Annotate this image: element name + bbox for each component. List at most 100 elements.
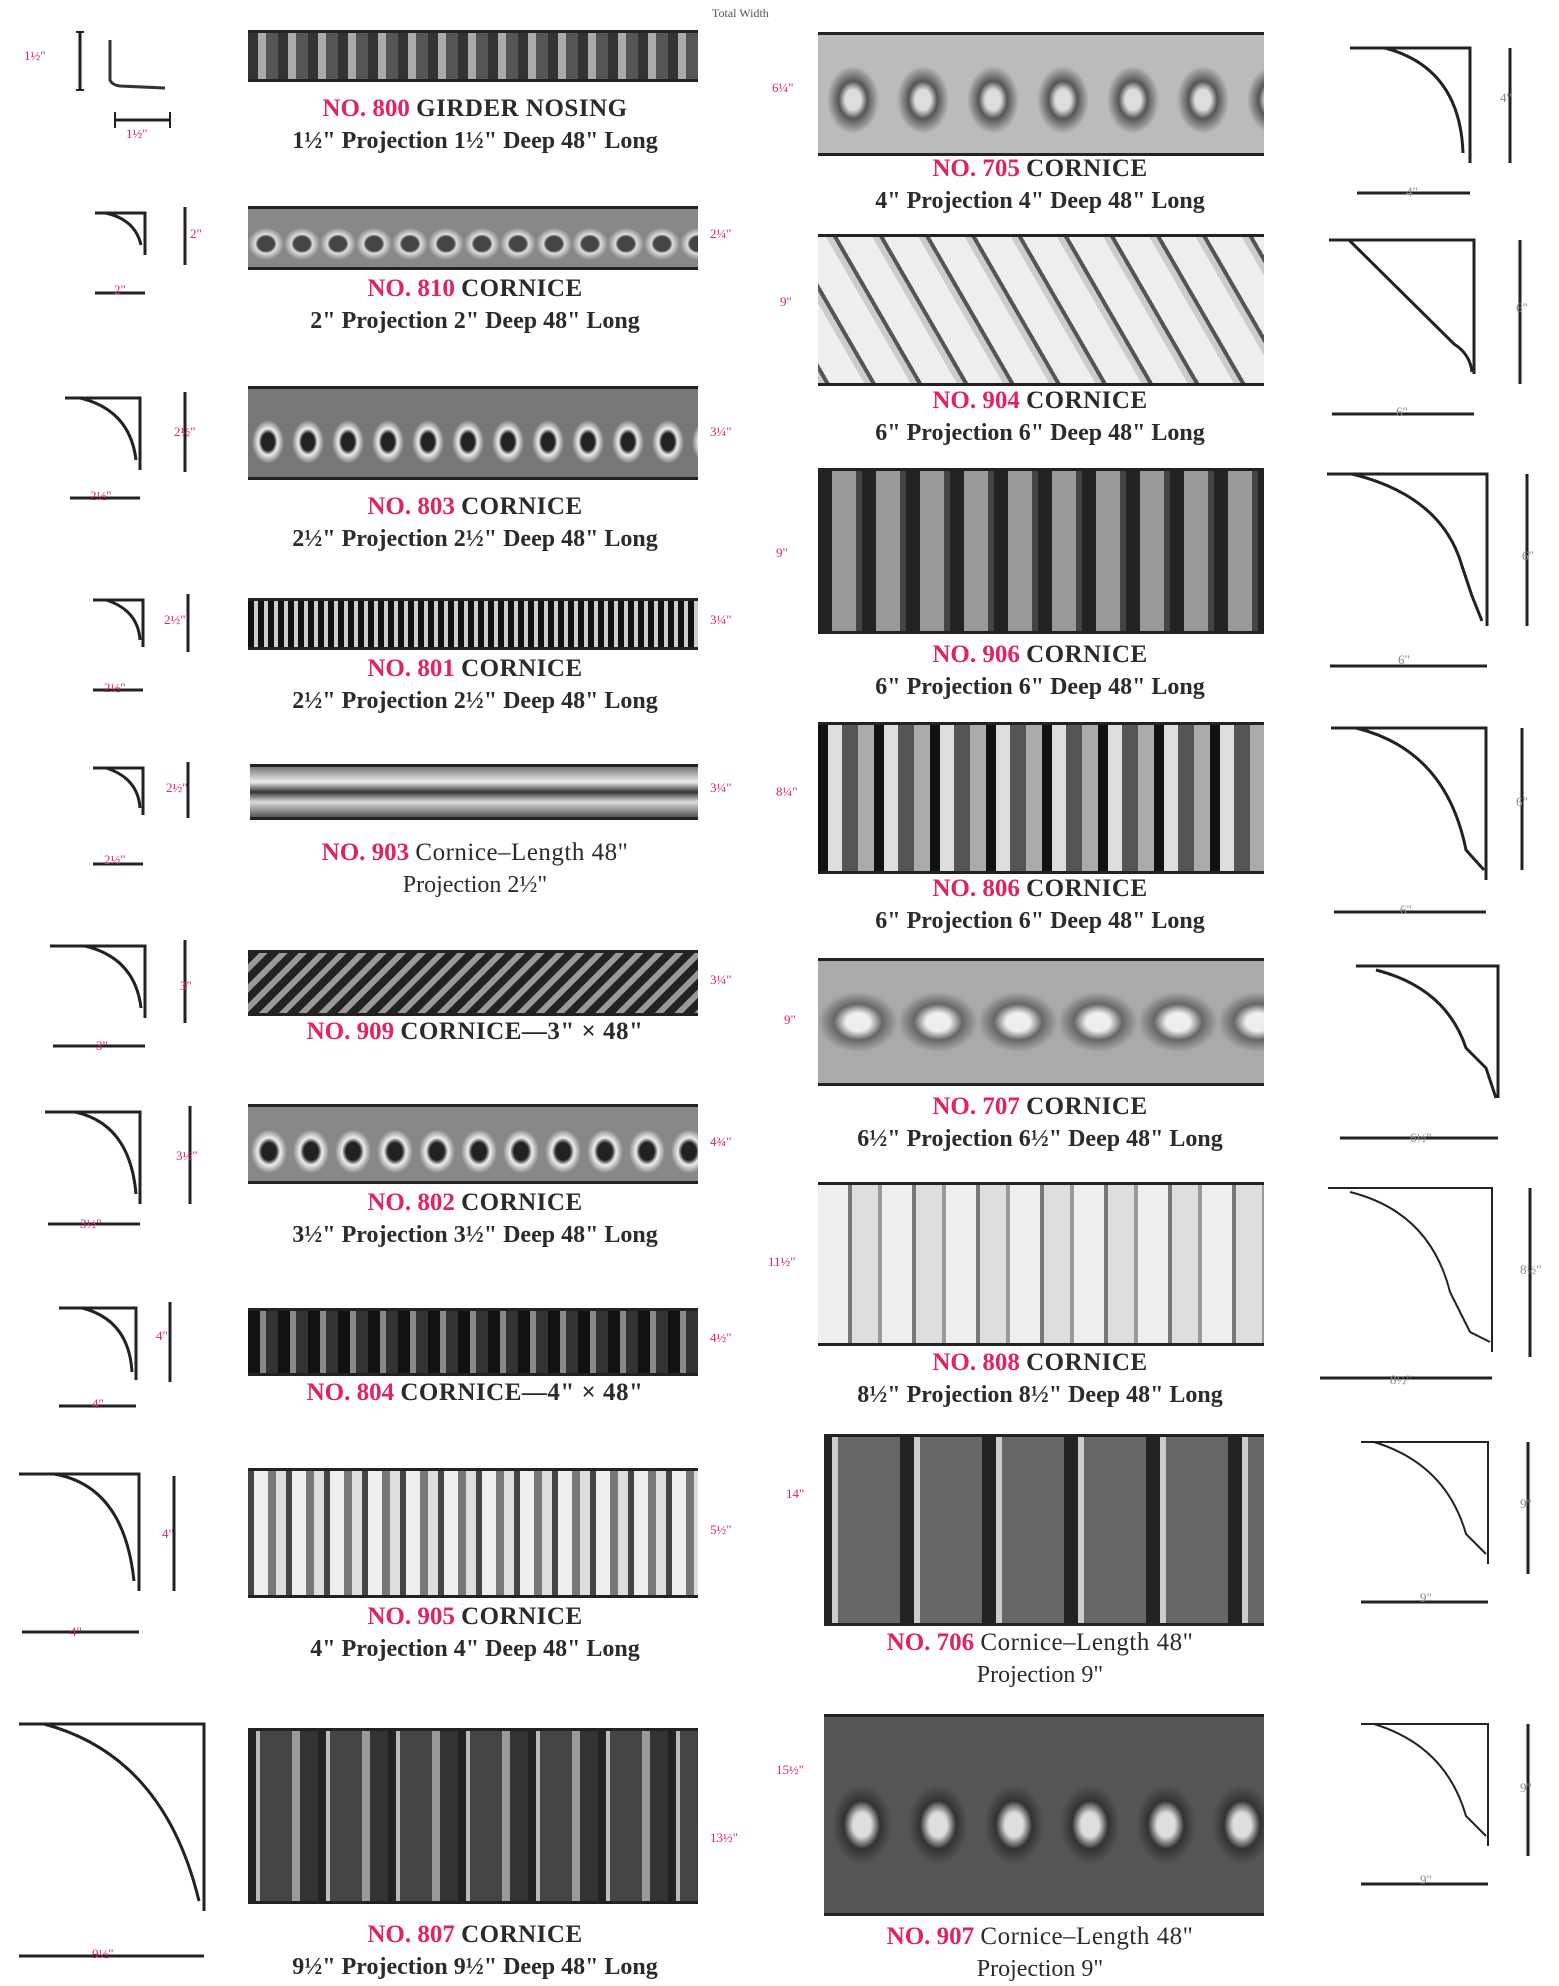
- profile-height-906: 6": [1522, 548, 1534, 563]
- total-width-label: Total Width: [712, 6, 769, 20]
- caption-801: NO. 801 CORNICE 2½" Projection 2½" Deep …: [230, 652, 720, 718]
- profile-height-803: 2½": [174, 424, 196, 439]
- item-number: NO. 807: [367, 1921, 455, 1948]
- strip-810: [248, 206, 698, 270]
- profile-height-806: 6": [1516, 794, 1528, 809]
- item-name: CORNICE: [1026, 1093, 1148, 1120]
- item-name: GIRDER NOSING: [416, 95, 628, 122]
- strip-707: [818, 958, 1264, 1086]
- strip-804: [248, 1308, 698, 1376]
- item-spec: 6" Projection 6" Deep 48" Long: [875, 674, 1205, 700]
- item-spec: 1½" Projection 1½" Deep 48" Long: [292, 128, 658, 154]
- profile-804-icon: [59, 1302, 172, 1408]
- item-spec: 3½" Projection 3½" Deep 48" Long: [292, 1222, 658, 1248]
- caption-903: NO. 903 Cornice–Length 48" Projection 2½…: [230, 836, 720, 902]
- caption-804: NO. 804 CORNICE—4" × 48": [230, 1376, 720, 1409]
- profile-height-909: 3": [180, 978, 192, 993]
- profile-width-903: 2½": [104, 852, 126, 867]
- item-spec: 9½" Projection 9½" Deep 48" Long: [292, 1954, 658, 1980]
- item-number: NO. 802: [367, 1189, 455, 1216]
- profile-height-801: 2½": [164, 612, 186, 627]
- strip-height-907: 15½": [776, 1762, 805, 1777]
- strip-height-804: 4½": [710, 1330, 732, 1345]
- strip-802: [248, 1104, 698, 1184]
- profile-width-801: 2½": [104, 680, 126, 695]
- profile-width-706: 9": [1420, 1590, 1432, 1605]
- strip-706: [824, 1434, 1264, 1626]
- caption-904: NO. 904 CORNICE 6" Projection 6" Deep 48…: [800, 384, 1280, 450]
- item-number: NO. 905: [367, 1603, 455, 1630]
- item-name: Cornice–Length 48": [980, 1923, 1194, 1950]
- profile-808-icon: [1320, 1187, 1532, 1380]
- item-number: NO. 903: [321, 839, 410, 866]
- profile-909-icon: [50, 940, 187, 1048]
- profile-width-802: 3½": [80, 1216, 102, 1231]
- caption-707: NO. 707 CORNICE 6½" Projection 6½" Deep …: [800, 1090, 1280, 1156]
- item-name: CORNICE: [461, 1921, 583, 1948]
- strip-height-803: 3¼": [710, 424, 732, 439]
- profile-806-icon: [1331, 726, 1524, 914]
- caption-800: NO. 800 GIRDER NOSING 1½" Projection 1½"…: [230, 92, 720, 158]
- profile-width-804: 4": [92, 1396, 104, 1411]
- item-spec: 6" Projection 6" Deep 48" Long: [875, 420, 1205, 446]
- caption-810: NO. 810 CORNICE 2" Projection 2" Deep 48…: [230, 272, 720, 338]
- caption-807: NO. 807 CORNICE 9½" Projection 9½" Deep …: [230, 1918, 720, 1984]
- profile-width-705: 4": [1406, 184, 1418, 199]
- item-number: NO. 909: [306, 1018, 395, 1045]
- item-spec: 4" Projection 4" Deep 48" Long: [310, 1636, 640, 1662]
- profile-907-icon: [1361, 1723, 1530, 1886]
- strip-height-905: 5½": [710, 1522, 732, 1537]
- item-number: NO. 906: [932, 641, 1020, 668]
- item-number: NO. 705: [932, 155, 1020, 182]
- profile-801-icon: [93, 594, 190, 692]
- profile-height-904: 6": [1516, 300, 1528, 315]
- profile-width-807: 9½": [92, 1946, 114, 1961]
- item-spec: 6½" Projection 6½" Deep 48" Long: [857, 1126, 1223, 1152]
- profile-807-icon: [19, 1722, 206, 1958]
- profile-802-icon: [45, 1106, 192, 1226]
- item-name: CORNICE: [461, 275, 583, 302]
- caption-802: NO. 802 CORNICE 3½" Projection 3½" Deep …: [230, 1186, 720, 1252]
- caption-907: NO. 907 Cornice–Length 48" Projection 9": [800, 1920, 1280, 1986]
- item-name: CORNICE: [1026, 1349, 1148, 1376]
- item-spec: Projection 2½": [402, 872, 548, 898]
- item-number: NO. 707: [932, 1093, 1020, 1120]
- item-name: CORNICE: [461, 1189, 583, 1216]
- profile-height-800: 1½": [24, 48, 46, 63]
- profile-height-810: 2": [190, 226, 202, 241]
- item-number: NO. 801: [367, 655, 455, 682]
- profile-width-808: 8½": [1390, 1372, 1412, 1387]
- profile-width-909: 3": [96, 1038, 108, 1053]
- profile-height-705: 4": [1500, 90, 1512, 105]
- strip-905: [248, 1468, 698, 1598]
- profile-height-706: 9": [1520, 1496, 1532, 1511]
- item-number: NO. 907: [886, 1923, 975, 1950]
- strip-909: [248, 950, 698, 1016]
- item-name: CORNICE: [1026, 875, 1148, 902]
- item-name: CORNICE: [461, 655, 583, 682]
- item-name: Cornice–Length 48": [415, 839, 629, 866]
- profile-906-icon: [1327, 472, 1529, 668]
- caption-906: NO. 906 CORNICE 6" Projection 6" Deep 48…: [800, 638, 1280, 704]
- profile-width-906: 6": [1398, 652, 1410, 667]
- strip-height-807: 13½": [710, 1830, 739, 1845]
- item-name: CORNICE: [461, 1603, 583, 1630]
- profile-width-904: 6": [1396, 404, 1408, 419]
- strip-height-904: 9": [780, 294, 792, 309]
- strip-903: [250, 764, 698, 820]
- strip-801: [248, 598, 698, 650]
- strip-906: [818, 468, 1264, 634]
- strip-height-906: 9": [776, 545, 788, 560]
- item-spec: Projection 9": [976, 1956, 1104, 1982]
- caption-706: NO. 706 Cornice–Length 48" Projection 9": [800, 1626, 1280, 1692]
- item-name: CORNICE: [461, 493, 583, 520]
- item-spec: 8½" Projection 8½" Deep 48" Long: [857, 1382, 1223, 1408]
- strip-height-903: 3¼": [710, 780, 732, 795]
- profile-width-810: 2": [114, 282, 126, 297]
- profile-706-icon: [1361, 1441, 1530, 1604]
- item-number: NO. 810: [367, 275, 455, 302]
- profile-width-707: 6½": [1410, 1130, 1432, 1145]
- strip-904: [818, 234, 1264, 386]
- strip-height-801: 3¼": [710, 612, 732, 627]
- strip-807: [248, 1728, 698, 1904]
